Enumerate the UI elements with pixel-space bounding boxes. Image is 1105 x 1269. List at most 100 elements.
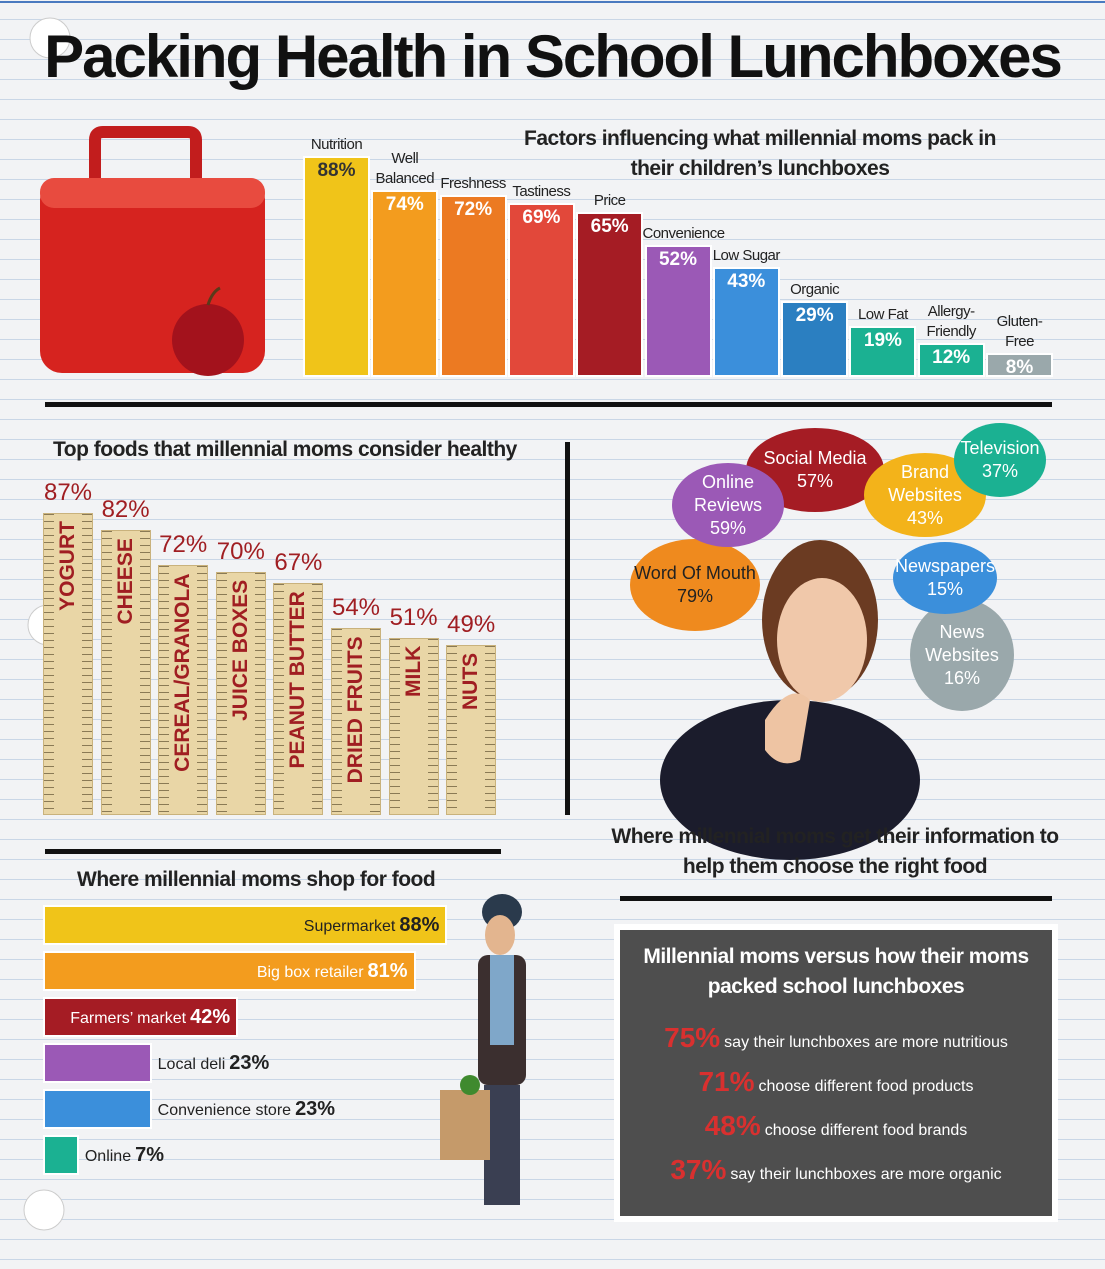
category-label: Supermarket bbox=[303, 918, 396, 935]
chart-title: Factors influencing what millennial moms… bbox=[524, 127, 996, 180]
category-label: Well Balanced bbox=[375, 150, 435, 188]
category-label: Allergy-Friendly bbox=[926, 303, 977, 341]
category-label: CEREAL/GRANOLA bbox=[171, 573, 195, 772]
bar bbox=[371, 190, 439, 377]
category-label: JUICE BOXES bbox=[228, 580, 252, 722]
category-label: YOGURT bbox=[56, 521, 79, 611]
bar bbox=[43, 951, 416, 991]
value-label: 54% bbox=[331, 593, 381, 621]
category-label: Organic bbox=[790, 281, 840, 299]
stat-row: 71% choose different food products bbox=[625, 1066, 1047, 1098]
category-label: Freshness bbox=[440, 175, 506, 193]
callout-value: 43% bbox=[906, 507, 944, 528]
bar-label: Supermarket 88% bbox=[304, 907, 440, 943]
chart-title: Where millennial moms get their informat… bbox=[611, 825, 1059, 878]
value-label: 69% bbox=[522, 206, 561, 228]
stat-value: 71% bbox=[698, 1066, 755, 1097]
callout-name: Online Reviews bbox=[693, 471, 763, 515]
value-label: 74% bbox=[385, 194, 424, 216]
bar-label: Farmers’ market 42% bbox=[70, 999, 230, 1035]
value-label: 72% bbox=[454, 199, 493, 221]
callout-value: 79% bbox=[676, 586, 714, 606]
bar bbox=[986, 353, 1053, 377]
value-label: 87% bbox=[43, 479, 93, 507]
callout-name: Brand Websites bbox=[888, 461, 962, 505]
category-label: Gluten-Free bbox=[996, 313, 1043, 351]
stat-value: 75% bbox=[664, 1022, 721, 1053]
stat-value: 48% bbox=[704, 1110, 761, 1141]
category-label: Low Sugar bbox=[712, 246, 781, 264]
bar bbox=[42, 905, 448, 945]
ruler bbox=[331, 627, 381, 815]
bar bbox=[439, 195, 507, 377]
value-label: 49% bbox=[447, 610, 496, 638]
callout-name: Social Media bbox=[763, 448, 867, 468]
callout-name: Newspapers bbox=[894, 556, 996, 576]
category-label: Online bbox=[84, 1148, 132, 1165]
ruler bbox=[388, 638, 439, 815]
value-label: 67% bbox=[274, 548, 323, 576]
chart-title: Where millennial moms shop for food bbox=[77, 868, 436, 891]
stat-row: 75% say their lunchboxes are more nutriti… bbox=[625, 1022, 1047, 1054]
value-label: 7% bbox=[135, 1144, 164, 1166]
stat-value: 37% bbox=[670, 1154, 727, 1185]
value-label: 88% bbox=[317, 159, 356, 181]
category-label: Low Fat bbox=[857, 306, 908, 324]
stat-box bbox=[614, 924, 1058, 1222]
bar bbox=[42, 997, 239, 1037]
ruler bbox=[43, 513, 93, 815]
category-label: Nutrition bbox=[310, 135, 363, 153]
divider bbox=[620, 896, 1052, 901]
callout: News Websites 16% bbox=[910, 599, 1014, 711]
callout-value: 37% bbox=[981, 461, 1019, 481]
bar bbox=[43, 1043, 152, 1083]
category-label: Big box retailer bbox=[256, 964, 364, 981]
value-label: 81% bbox=[367, 960, 408, 982]
value-label: 51% bbox=[389, 604, 438, 632]
callout-name: Word Of Mouth bbox=[634, 563, 756, 583]
value-label: 23% bbox=[229, 1052, 270, 1074]
value-label: 88% bbox=[399, 914, 440, 936]
bar bbox=[576, 212, 644, 377]
bar bbox=[781, 301, 849, 377]
bar bbox=[43, 1135, 79, 1175]
category-label: Tastiness bbox=[512, 182, 571, 200]
callout: Online Reviews 59% bbox=[672, 463, 784, 547]
category-label: NUTS bbox=[459, 652, 483, 711]
ruler bbox=[215, 572, 266, 815]
callout-name: Television bbox=[960, 438, 1040, 458]
category-label: Price bbox=[593, 192, 626, 210]
ruler bbox=[100, 530, 151, 815]
value-label: 70% bbox=[216, 538, 265, 566]
category-label: Convenience store bbox=[157, 1102, 292, 1119]
value-label: 82% bbox=[101, 496, 150, 524]
value-label: 8% bbox=[1005, 357, 1034, 379]
value-label: 43% bbox=[727, 270, 766, 292]
ruler bbox=[273, 582, 324, 815]
value-label: 72% bbox=[159, 531, 208, 559]
callout: Television 37% bbox=[954, 423, 1046, 497]
ruler bbox=[446, 644, 497, 815]
bar-label: Big box retailer 81% bbox=[257, 953, 408, 989]
category-label: Farmers’ market bbox=[70, 1010, 187, 1027]
ruler bbox=[158, 565, 209, 815]
bar bbox=[712, 266, 780, 377]
chart-title: Top foods that millennial moms consider … bbox=[53, 438, 517, 461]
bar bbox=[644, 244, 712, 377]
category-label: CHEESE bbox=[113, 538, 137, 625]
bar bbox=[849, 326, 917, 377]
stat-label: choose different food brands bbox=[764, 1122, 968, 1139]
divider bbox=[45, 849, 501, 854]
category-label: Local deli bbox=[157, 1056, 226, 1073]
callout-value: 57% bbox=[796, 471, 834, 491]
category-label: Convenience bbox=[642, 224, 726, 242]
value-label: 52% bbox=[658, 248, 698, 270]
bar bbox=[917, 343, 985, 377]
divider bbox=[565, 442, 570, 815]
stat-label: say their lunchboxes are more organic bbox=[730, 1166, 1002, 1183]
category-label: PEANUT BUTTER bbox=[286, 590, 310, 768]
callout-value: 16% bbox=[943, 667, 981, 688]
stat-row: 37% say their lunchboxes are more organic bbox=[625, 1154, 1047, 1186]
callout: Newspapers 15% bbox=[893, 542, 997, 614]
